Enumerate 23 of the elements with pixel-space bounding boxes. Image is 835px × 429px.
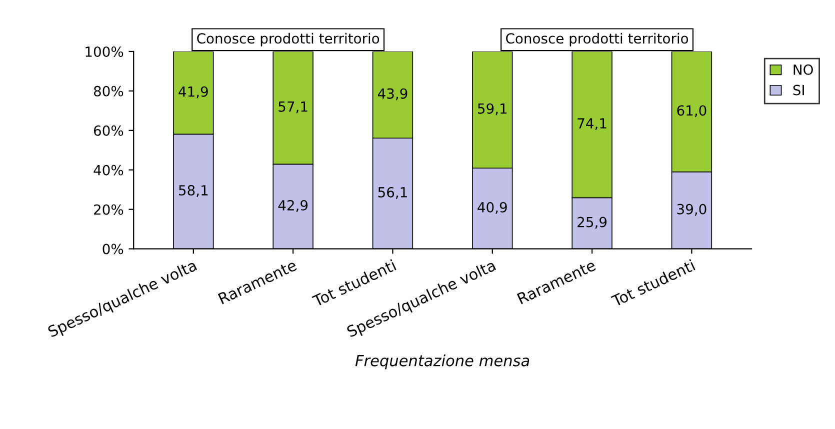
y-tick-label: 80% [94,86,124,96]
y-tick-label: 60% [94,125,124,136]
data-label: 74,1 [578,118,606,130]
data-label: 39,0 [677,204,706,216]
legend-label: SI [793,84,804,96]
x-axis-title: Frequentazione mensa [355,354,530,370]
y-tick-label: 100% [86,46,124,57]
data-label: 42,9 [278,200,308,212]
data-label: 57,1 [278,102,308,114]
legend-label: NO [794,64,813,75]
data-label: 41,9 [178,86,208,98]
y-tick-label: 20% [94,204,124,215]
y-tick-label: 0% [102,244,124,254]
data-label: 58,1 [179,185,208,197]
data-label: 59,1 [478,103,507,116]
text: Conosce prodotti territorio [506,32,688,46]
data-label: 25,9 [578,216,607,229]
data-label: 56,1 [378,186,407,199]
data-label: 43,9 [378,88,408,100]
data-label: 61,0 [677,105,706,118]
y-tick-label: 40% [94,164,124,176]
text: Conosce prodotti territorio [197,32,380,46]
data-label: 40,9 [478,202,507,214]
